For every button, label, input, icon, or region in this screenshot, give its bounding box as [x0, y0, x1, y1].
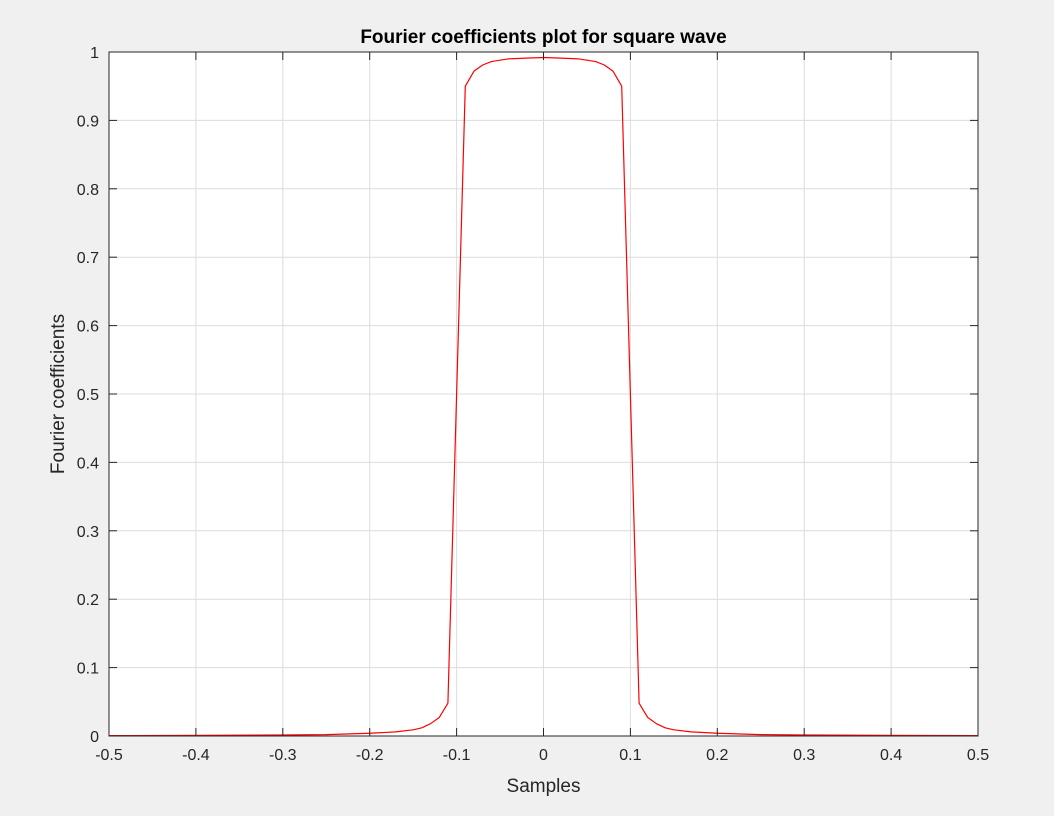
x-axis-label: Samples — [507, 776, 581, 797]
y-tick-label: 0.5 — [77, 387, 99, 404]
y-tick-label: 0.4 — [77, 455, 99, 472]
x-tick-label: -0.3 — [269, 747, 297, 764]
x-tick-label: -0.1 — [443, 747, 471, 764]
x-tick-label: 0.5 — [967, 747, 989, 764]
y-tick-label: 0.2 — [77, 592, 99, 609]
x-tick-label: 0 — [539, 747, 548, 764]
y-tick-label: 0 — [90, 729, 99, 746]
chart-title: Fourier coefficients plot for square wav… — [360, 27, 726, 48]
y-tick-label: 1 — [90, 45, 99, 62]
y-tick-label: 0.8 — [77, 182, 99, 199]
y-tick-label: 0.1 — [77, 661, 99, 678]
x-tick-label: 0.1 — [619, 747, 641, 764]
y-tick-label: 0.7 — [77, 250, 99, 267]
x-tick-label: 0.2 — [706, 747, 728, 764]
y-tick-label: 0.3 — [77, 524, 99, 541]
y-tick-label: 0.6 — [77, 319, 99, 336]
y-axis-label: Fourier coefficients — [48, 314, 69, 474]
y-tick-label: 0.9 — [77, 113, 99, 130]
x-tick-label: -0.2 — [356, 747, 384, 764]
ticks: -0.5 -0.4 -0.3 -0.2 -0.1 0 0.1 0.2 0.3 0.4 0.5 0 0.1… — [77, 45, 989, 764]
x-tick-label: 0.3 — [793, 747, 815, 764]
x-tick-label: -0.4 — [182, 747, 210, 764]
x-tick-label: -0.5 — [95, 747, 123, 764]
x-tick-label: 0.4 — [880, 747, 902, 764]
